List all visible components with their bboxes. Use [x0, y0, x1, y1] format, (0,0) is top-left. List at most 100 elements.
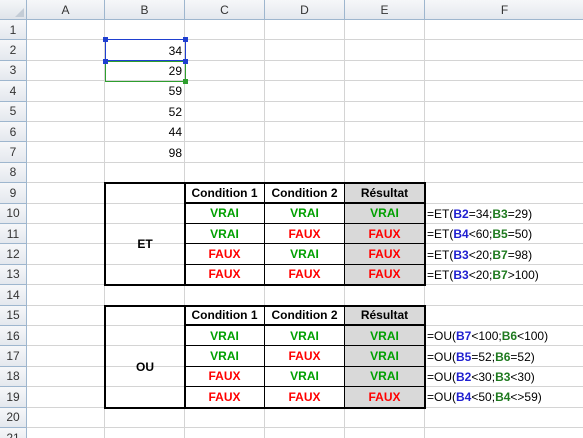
cell-f4[interactable] [425, 81, 583, 102]
et_table-result-cell[interactable]: VRAI [345, 203, 425, 224]
value-b5[interactable]: 52 [168, 104, 182, 119]
selection-handle-icon[interactable] [103, 37, 108, 43]
cell-b7[interactable] [105, 142, 185, 163]
cell-c4[interactable] [185, 81, 265, 102]
cell-f18[interactable] [425, 367, 583, 388]
row-header-2[interactable]: 2 [0, 40, 27, 61]
row-header-18[interactable]: 18 [0, 366, 27, 388]
cell-a19[interactable] [27, 387, 105, 408]
row-header-8[interactable]: 8 [0, 162, 27, 184]
cell-f20[interactable] [425, 408, 583, 428]
cell-d6[interactable] [265, 122, 345, 143]
cell-f6[interactable] [425, 122, 583, 143]
cell-d20[interactable] [265, 407, 345, 428]
et_table-condition-cell[interactable]: VRAI [265, 203, 345, 224]
cell-a2[interactable] [27, 40, 105, 61]
row-header-5[interactable]: 5 [0, 101, 27, 122]
row-header-16[interactable]: 16 [0, 326, 27, 347]
cell-a17[interactable] [27, 346, 105, 367]
cell-c7[interactable] [185, 142, 265, 163]
cell-f21[interactable] [425, 428, 583, 438]
ou_table-condition-cell[interactable]: FAUX [265, 346, 345, 367]
cell-b20[interactable] [105, 407, 185, 428]
cell-a18[interactable] [27, 366, 105, 388]
cell-a5[interactable] [27, 101, 105, 122]
et_table-result-cell[interactable]: FAUX [345, 264, 425, 286]
cell-d14[interactable] [265, 285, 345, 306]
cell-d4[interactable] [265, 81, 345, 102]
value-b3[interactable]: 29 [168, 63, 182, 78]
cell-b13[interactable] [105, 264, 185, 286]
cell-e8[interactable] [345, 162, 425, 184]
cell-e20[interactable] [345, 407, 425, 428]
column-header-e[interactable]: E [345, 0, 425, 20]
cell-a14[interactable] [27, 285, 105, 306]
row-header-14[interactable]: 14 [0, 285, 27, 306]
ou_table-condition-cell[interactable]: VRAI [265, 326, 345, 347]
cell-f9[interactable] [425, 183, 583, 204]
row-header-19[interactable]: 19 [0, 387, 27, 408]
cell-e4[interactable] [345, 81, 425, 102]
selection-handle-icon[interactable] [183, 37, 188, 43]
cell-a13[interactable] [27, 264, 105, 286]
cell-f5[interactable] [425, 102, 583, 122]
cell-a8[interactable] [27, 162, 105, 184]
cell-b16[interactable] [105, 326, 185, 347]
row-header-15[interactable]: 15 [0, 305, 27, 326]
et_table-condition-cell[interactable]: FAUX [265, 224, 345, 245]
cell-a3[interactable] [27, 60, 105, 82]
ou_table-condition-cell[interactable]: FAUX [265, 387, 345, 408]
cell-f14[interactable] [425, 285, 583, 306]
value-b7[interactable]: 98 [168, 145, 182, 160]
cell-a1[interactable] [27, 20, 105, 41]
cell-f15[interactable] [425, 306, 583, 326]
selection-handle-icon[interactable] [103, 58, 108, 64]
cell-a15[interactable] [27, 305, 105, 326]
row-header-20[interactable]: 20 [0, 407, 27, 428]
cell-f17[interactable] [425, 346, 583, 367]
row-header-3[interactable]: 3 [0, 60, 27, 82]
column-header-f[interactable]: F [425, 0, 583, 20]
cell-d2[interactable] [265, 40, 345, 61]
cell-c20[interactable] [185, 407, 265, 428]
cell-e2[interactable] [345, 40, 425, 61]
cell-e21[interactable] [345, 428, 425, 438]
row-header-12[interactable]: 12 [0, 244, 27, 265]
ou_table-condition-cell[interactable]: VRAI [185, 346, 265, 367]
row-header-13[interactable]: 13 [0, 264, 27, 286]
select-all-corner[interactable] [0, 0, 27, 20]
cell-f11[interactable] [425, 224, 583, 245]
cell-b14[interactable] [105, 285, 185, 306]
cell-f13[interactable] [425, 265, 583, 286]
cell-d1[interactable] [265, 20, 345, 41]
ou_table-result-cell[interactable]: VRAI [345, 366, 425, 388]
cell-a20[interactable] [27, 407, 105, 428]
cell-c14[interactable] [185, 285, 265, 306]
cell-a12[interactable] [27, 244, 105, 265]
cell-d5[interactable] [265, 101, 345, 122]
row-header-11[interactable]: 11 [0, 224, 27, 245]
value-b4[interactable]: 59 [168, 84, 182, 99]
ou_table-result-cell[interactable]: VRAI [345, 326, 425, 347]
ou_table-result-cell[interactable]: FAUX [345, 387, 425, 408]
cell-d3[interactable] [265, 60, 345, 82]
selection-handle-icon[interactable] [183, 58, 188, 64]
cell-d21[interactable] [265, 428, 345, 438]
cell-f12[interactable] [425, 244, 583, 265]
cell-a10[interactable] [27, 203, 105, 224]
cell-c5[interactable] [185, 101, 265, 122]
cell-c2[interactable] [185, 40, 265, 61]
cell-c21[interactable] [185, 428, 265, 438]
et_table-result-cell[interactable]: FAUX [345, 224, 425, 245]
column-header-d[interactable]: D [265, 0, 345, 20]
cell-a7[interactable] [27, 142, 105, 163]
cell-f19[interactable] [425, 387, 583, 408]
cell-a11[interactable] [27, 224, 105, 245]
cell-f1[interactable] [425, 20, 583, 41]
et_table-result-cell[interactable]: FAUX [345, 244, 425, 265]
row-header-6[interactable]: 6 [0, 122, 27, 143]
cell-e7[interactable] [345, 142, 425, 163]
ou_table-condition-cell[interactable]: VRAI [185, 326, 265, 347]
selection-handle-icon[interactable] [183, 79, 188, 85]
row-header-7[interactable]: 7 [0, 142, 27, 163]
